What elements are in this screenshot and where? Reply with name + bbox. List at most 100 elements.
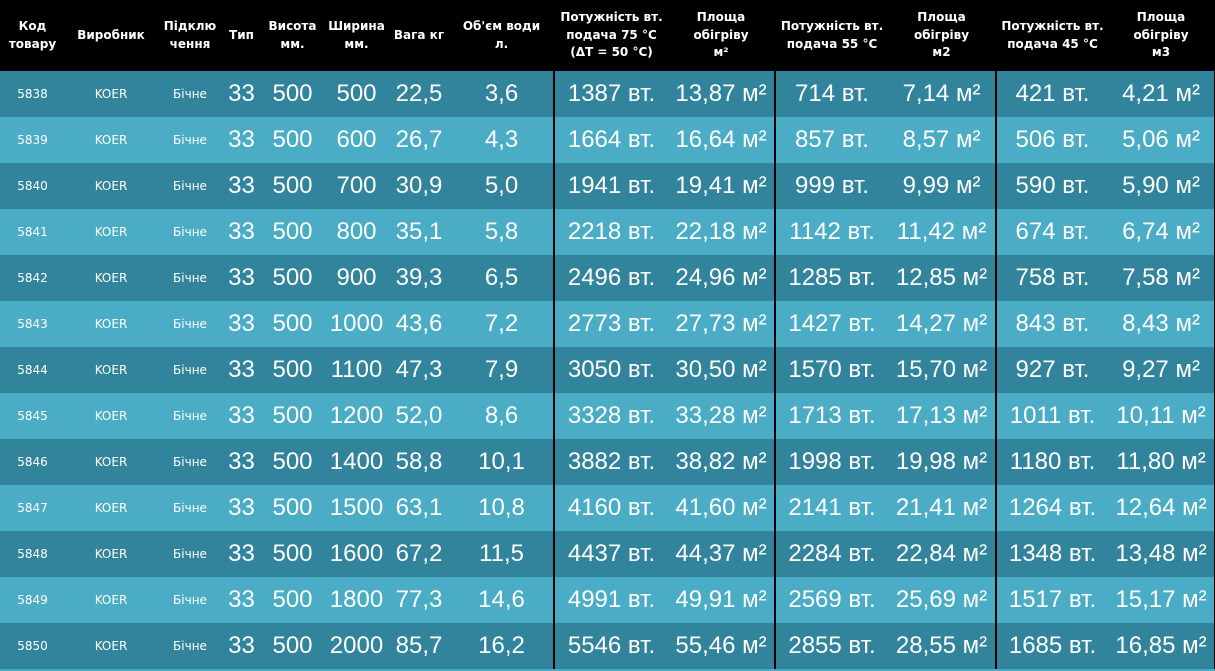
cell-code: 5840 xyxy=(0,163,65,209)
header-line: товару xyxy=(8,36,57,51)
cell-area-75: 19,41 м² xyxy=(668,163,775,209)
table-row: 5847 KOER Бічне 33 500 1500 63,1 10,8 4160 вт. 41… xyxy=(0,485,1215,531)
cell-area-55: 25,69 м² xyxy=(888,577,996,623)
cell-connection: Бічне xyxy=(157,255,223,301)
cell-area-45: 16,85 м² xyxy=(1108,623,1215,669)
cell-area-55: 12,85 м² xyxy=(888,255,996,301)
cell-area-45: 12,64 м² xyxy=(1108,485,1215,531)
header-line: Потужність вт. xyxy=(780,19,884,34)
header-code: Код товару xyxy=(0,0,65,71)
cell-weight: 52,0 xyxy=(388,393,450,439)
cell-area-55: 22,84 м² xyxy=(888,531,996,577)
table-row: 5842 KOER Бічне 33 500 900 39,3 6,5 2496 вт. 24,9… xyxy=(0,255,1215,301)
header-line: Тип xyxy=(229,27,254,42)
cell-weight: 35,1 xyxy=(388,209,450,255)
header-line: Виробник xyxy=(77,27,145,42)
header-line: мм. xyxy=(344,36,369,51)
cell-power-45: 1685 вт. xyxy=(995,623,1108,669)
cell-power-55: 1285 вт. xyxy=(774,255,888,301)
cell-power-55: 2569 вт. xyxy=(774,577,888,623)
cell-power-75: 5546 вт. xyxy=(553,623,668,669)
header-line: Ширина xyxy=(328,19,385,34)
cell-power-75: 1664 вт. xyxy=(553,117,668,163)
cell-water-volume: 10,8 xyxy=(450,485,554,531)
header-line: Підклю xyxy=(163,19,217,34)
header-line: чення xyxy=(169,36,211,51)
header-manufacturer: Виробник xyxy=(65,0,157,71)
cell-power-75: 2773 вт. xyxy=(553,301,668,347)
cell-weight: 63,1 xyxy=(388,485,450,531)
cell-connection: Бічне xyxy=(157,531,223,577)
header-line: Висота xyxy=(268,19,317,34)
table-row: 5843 KOER Бічне 33 500 1000 43,6 7,2 2773 вт. 27,… xyxy=(0,301,1215,347)
cell-height: 500 xyxy=(260,531,325,577)
header-line: Потужність вт. xyxy=(560,10,663,25)
cell-code: 5842 xyxy=(0,255,65,301)
cell-power-45: 843 вт. xyxy=(995,301,1108,347)
cell-area-45: 5,90 м² xyxy=(1108,163,1215,209)
cell-power-55: 1427 вт. xyxy=(774,301,888,347)
cell-area-75: 27,73 м² xyxy=(668,301,775,347)
cell-area-55: 21,41 м² xyxy=(888,485,996,531)
cell-power-55: 1570 вт. xyxy=(774,347,888,393)
header-type: Тип xyxy=(223,0,260,71)
cell-water-volume: 14,6 xyxy=(450,577,554,623)
table-row: 5838 KOER Бічне 33 500 500 22,5 3,6 1387 вт. 13,8… xyxy=(0,71,1215,117)
cell-height: 500 xyxy=(260,209,325,255)
cell-area-75: 30,50 м² xyxy=(668,347,775,393)
cell-area-75: 33,28 м² xyxy=(668,393,775,439)
table-row: 5844 KOER Бічне 33 500 1100 47,3 7,9 3050 вт. 30,… xyxy=(0,347,1215,393)
table-row: 5850 KOER Бічне 33 500 2000 85,7 16,2 5546 вт. 55… xyxy=(0,623,1215,669)
cell-weight: 39,3 xyxy=(388,255,450,301)
cell-area-45: 6,74 м² xyxy=(1108,209,1215,255)
cell-type: 33 xyxy=(223,577,260,623)
cell-type: 33 xyxy=(223,301,260,347)
cell-area-75: 49,91 м² xyxy=(668,577,775,623)
table-header: Код товару Виробник Підклю чення Тип Висота мм.… xyxy=(0,0,1215,71)
cell-power-45: 1264 вт. xyxy=(995,485,1108,531)
header-power-75: Потужність вт. подача 75 °C (ΔT = 50 °C) xyxy=(553,0,668,71)
cell-width: 800 xyxy=(325,209,388,255)
cell-power-55: 714 вт. xyxy=(774,71,888,117)
cell-connection: Бічне xyxy=(157,439,223,485)
header-line: мм. xyxy=(280,36,305,51)
cell-area-75: 55,46 м² xyxy=(668,623,775,669)
header-area-55: Площа обігріву м2 xyxy=(888,0,996,71)
cell-type: 33 xyxy=(223,347,260,393)
cell-power-55: 2855 вт. xyxy=(774,623,888,669)
cell-power-75: 1941 вт. xyxy=(553,163,668,209)
cell-area-75: 41,60 м² xyxy=(668,485,775,531)
cell-area-75: 22,18 м² xyxy=(668,209,775,255)
cell-area-75: 13,87 м² xyxy=(668,71,775,117)
cell-water-volume: 16,2 xyxy=(450,623,554,669)
cell-type: 33 xyxy=(223,531,260,577)
cell-connection: Бічне xyxy=(157,347,223,393)
cell-area-55: 15,70 м² xyxy=(888,347,996,393)
cell-water-volume: 6,5 xyxy=(450,255,554,301)
cell-connection: Бічне xyxy=(157,393,223,439)
cell-manufacturer: KOER xyxy=(65,485,157,531)
cell-type: 33 xyxy=(223,163,260,209)
cell-height: 500 xyxy=(260,255,325,301)
cell-code: 5848 xyxy=(0,531,65,577)
cell-area-45: 13,48 м² xyxy=(1108,531,1215,577)
cell-weight: 58,8 xyxy=(388,439,450,485)
cell-connection: Бічне xyxy=(157,485,223,531)
header-line: (ΔT = 50 °C) xyxy=(570,45,653,60)
cell-width: 1600 xyxy=(325,531,388,577)
cell-power-55: 857 вт. xyxy=(774,117,888,163)
header-line: м3 xyxy=(1151,45,1171,60)
cell-area-55: 14,27 м² xyxy=(888,301,996,347)
cell-width: 2000 xyxy=(325,623,388,669)
cell-water-volume: 5,0 xyxy=(450,163,554,209)
cell-power-55: 2141 вт. xyxy=(774,485,888,531)
cell-width: 1200 xyxy=(325,393,388,439)
header-row: Код товару Виробник Підклю чення Тип Висота мм.… xyxy=(0,0,1215,71)
cell-area-75: 38,82 м² xyxy=(668,439,775,485)
header-line: Потужність вт. xyxy=(1001,19,1104,34)
cell-manufacturer: KOER xyxy=(65,347,157,393)
cell-height: 500 xyxy=(260,347,325,393)
cell-water-volume: 7,2 xyxy=(450,301,554,347)
cell-power-45: 674 вт. xyxy=(995,209,1108,255)
cell-height: 500 xyxy=(260,623,325,669)
